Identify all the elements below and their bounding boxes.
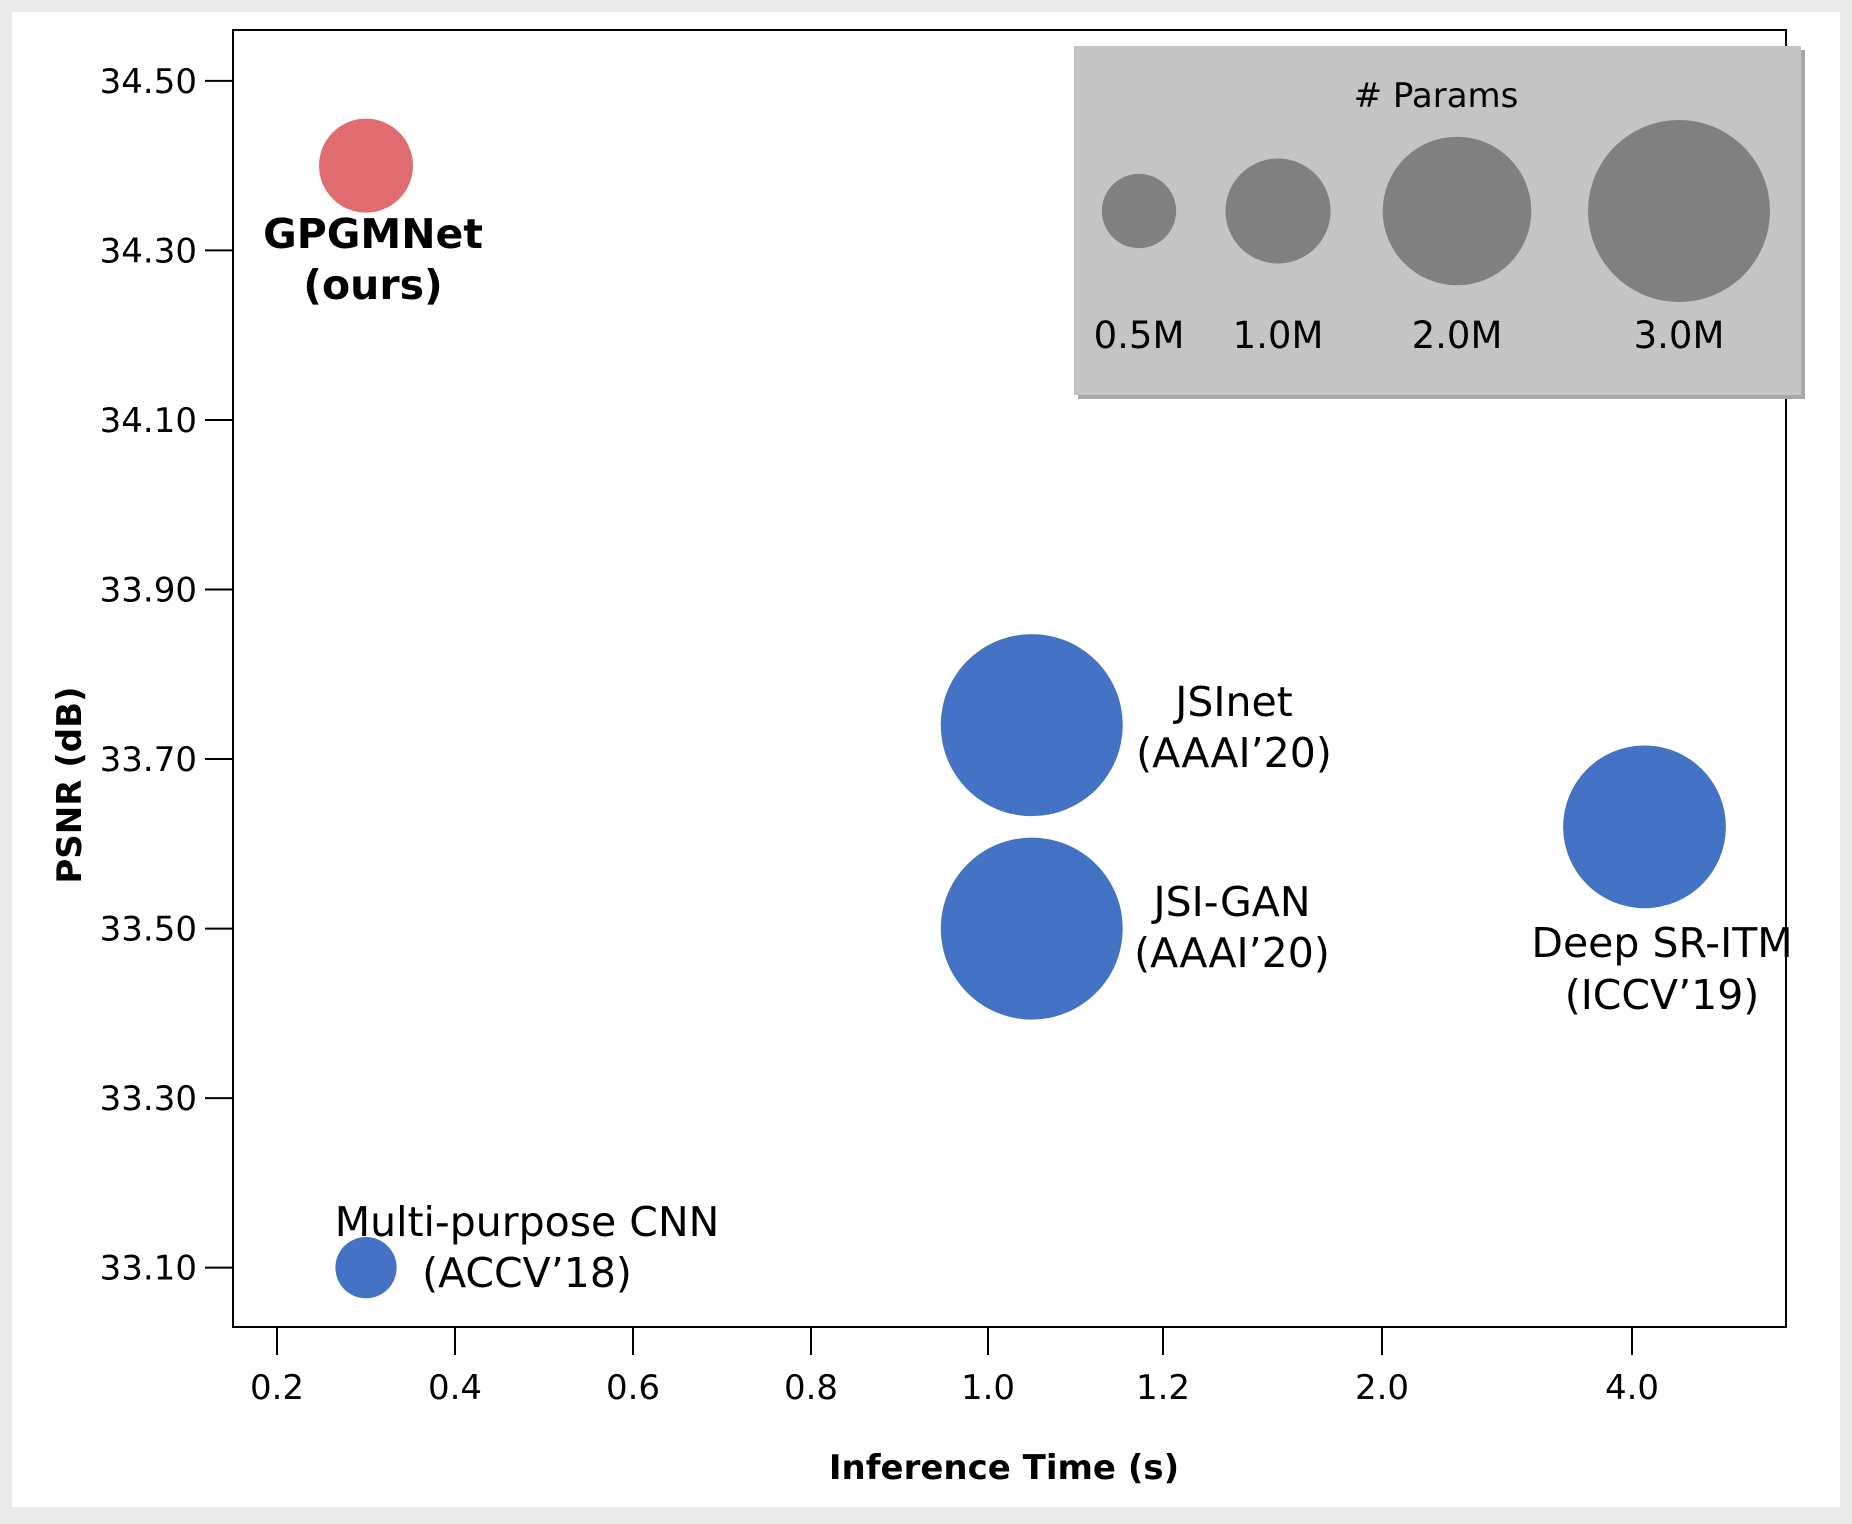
point-label-name: JSI-GAN xyxy=(1151,878,1311,926)
y-tick-label: 33.10 xyxy=(100,1249,197,1289)
legend-bubble xyxy=(1225,158,1331,264)
x-axis-title: Inference Time (s) xyxy=(829,1448,1179,1488)
x-tick-label: 2.0 xyxy=(1355,1368,1409,1408)
y-tick-label: 34.50 xyxy=(100,62,197,102)
plot-frame xyxy=(232,29,1787,1328)
y-tick-label: 34.30 xyxy=(100,231,197,271)
legend-label: 1.0M xyxy=(1233,314,1324,357)
x-tick-label: 0.6 xyxy=(606,1368,660,1408)
legend-bubble xyxy=(1588,120,1770,302)
axes: 33.10 33.30 33.50 33.70 33.90 34.10 34.30 34.50… xyxy=(100,29,1787,1408)
y-tick-label: 33.70 xyxy=(100,740,197,780)
point-label-name: Deep SR-ITM xyxy=(1531,919,1792,967)
legend: # Params 0.5M 1.0M 2.0M 3.0M xyxy=(1074,46,1805,399)
point-label-name: Multi-purpose CNN xyxy=(335,1198,720,1246)
y-axis-title: PSNR (dB) xyxy=(50,686,90,883)
x-tick-label: 1.0 xyxy=(961,1368,1015,1408)
legend-bubble xyxy=(1382,136,1532,286)
legend-label: 2.0M xyxy=(1412,314,1503,357)
x-tick-label: 4.0 xyxy=(1605,1368,1659,1408)
y-tick-label: 33.90 xyxy=(100,570,197,610)
legend-label: 3.0M xyxy=(1634,314,1725,357)
x-tick-label: 1.2 xyxy=(1136,1368,1190,1408)
x-tick-label: 0.4 xyxy=(428,1368,482,1408)
point-label-venue: (ICCV’19) xyxy=(1565,971,1760,1019)
point-label-venue: (AAAI’20) xyxy=(1134,929,1330,977)
point-label-venue: (AAAI’20) xyxy=(1136,729,1332,777)
y-tick-label: 34.10 xyxy=(100,401,197,441)
chart-figure: 33.10 33.30 33.50 33.70 33.90 34.10 34.30 34.50… xyxy=(12,12,1840,1507)
point-label-venue: (ours) xyxy=(303,261,442,309)
bubble-multi-purpose-cnn xyxy=(335,1237,397,1299)
data-points: GPGMNet(ours)JSInet(AAAI’20)JSI-GAN(AAAI… xyxy=(263,118,1793,1299)
bubble-jsinet xyxy=(940,634,1123,817)
point-label-name: JSInet xyxy=(1172,678,1293,726)
legend-bubble xyxy=(1101,173,1177,249)
x-tick-label: 0.8 xyxy=(784,1368,838,1408)
legend-title: # Params xyxy=(1354,76,1519,116)
bubble-chart: 33.10 33.30 33.50 33.70 33.90 34.10 34.30 34.50… xyxy=(50,29,1805,1488)
y-tick-label: 33.30 xyxy=(100,1079,197,1119)
x-tick-label: 0.2 xyxy=(250,1368,304,1408)
bubble-gpgmnet xyxy=(319,118,413,213)
bubble-deep-sr-itm xyxy=(1563,745,1726,909)
legend-label: 0.5M xyxy=(1094,314,1185,357)
bubble-jsi-gan xyxy=(940,837,1123,1020)
point-label-name: GPGMNet xyxy=(263,210,483,258)
point-label-venue: (ACCV’18) xyxy=(422,1249,632,1297)
y-tick-label: 33.50 xyxy=(100,910,197,950)
